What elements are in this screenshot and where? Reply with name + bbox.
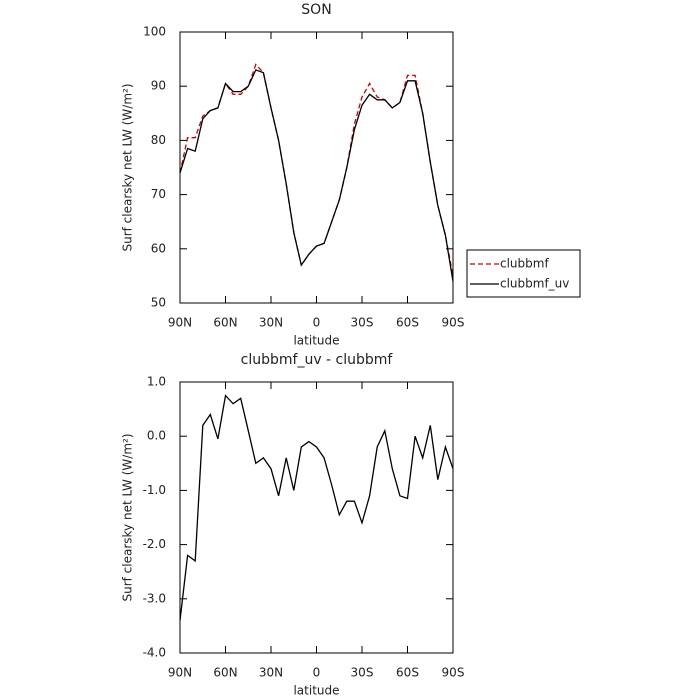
y-tick-label: 80 [151, 133, 166, 147]
y-tick-label: 50 [151, 296, 166, 310]
y-tick-label: -2.0 [143, 537, 166, 551]
x-tick-label: 90N [168, 666, 192, 680]
legend-box [466, 249, 581, 298]
y-tick-label: 60 [151, 241, 166, 255]
x-tick-label: 90S [442, 316, 465, 330]
x-tick-label: 0 [313, 666, 321, 680]
x-tick-label: 0 [313, 316, 321, 330]
x-tick-label: 60N [213, 666, 237, 680]
x-tick-label: 60S [396, 316, 419, 330]
y-tick-label: 90 [151, 79, 166, 93]
y-tick-label: -1.0 [143, 483, 166, 497]
y-tick-label: 70 [151, 187, 166, 201]
plot-frame [179, 381, 454, 654]
chart-title: clubbmf_uv - clubbmf [241, 352, 394, 368]
x-tick-label: 90N [168, 316, 192, 330]
legend-label: clubbmf [500, 257, 549, 271]
x-tick-label: 30S [351, 666, 374, 680]
y-tick-label: 1.0 [147, 375, 166, 389]
x-tick-label: 60N [213, 316, 237, 330]
y-tick-label: -3.0 [143, 591, 166, 605]
data-line [179, 69, 454, 282]
y-tick-label: 100 [143, 25, 166, 39]
x-tick-label: 30N [259, 316, 283, 330]
x-tick-label: 90S [442, 666, 465, 680]
x-tick-label: 30N [259, 666, 283, 680]
x-tick-label: 30S [351, 316, 374, 330]
x-axis-label: latitude [293, 684, 339, 698]
y-axis-label: Surf clearsky net LW (W/m²) [121, 83, 135, 251]
chart-title: SON [301, 2, 331, 18]
x-tick-label: 60S [396, 666, 419, 680]
y-axis-label: Surf clearsky net LW (W/m²) [121, 433, 135, 601]
x-axis-label: latitude [293, 334, 339, 348]
y-tick-label: -4.0 [143, 646, 166, 660]
y-tick-label: 0.0 [147, 429, 166, 443]
legend-label: clubbmf_uv [500, 277, 569, 291]
data-line [179, 394, 454, 621]
plot-frame [179, 31, 454, 304]
